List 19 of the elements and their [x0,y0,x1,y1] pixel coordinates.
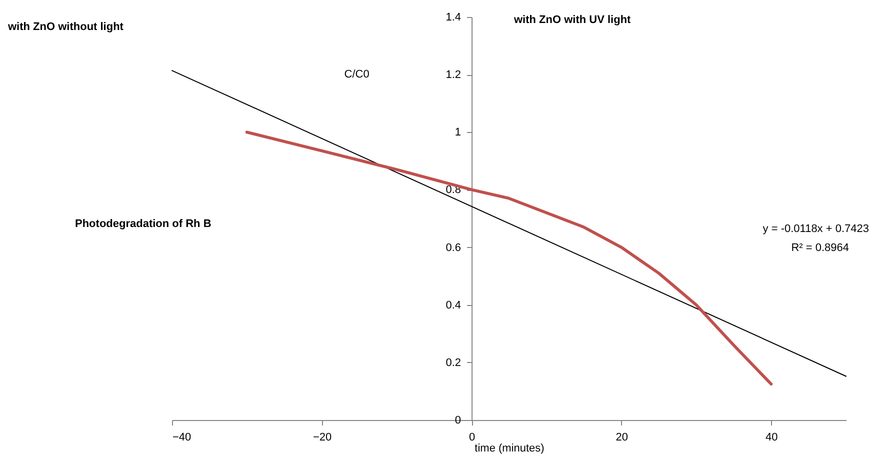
x-axis-title: time (minutes) [474,442,544,454]
x-tick-label: −20 [312,432,332,444]
y-tick-label: 0 [454,414,462,426]
x-tick-label: −40 [172,432,192,444]
annotation: R² = 0.8964 [791,242,849,254]
y-tick-label: 0.6 [446,242,462,254]
y-tick-label: 1 [454,126,462,139]
y-tick-label: 1.2 [446,69,462,82]
y-tick-label: 1.4 [446,12,462,24]
annotation: with ZnO with UV light [513,14,632,26]
x-tick-label: 20 [616,432,628,444]
x-tick-label: 0 [468,432,476,444]
y-tick-label: 0.2 [446,356,462,369]
y-tick-label: 0.4 [446,299,462,312]
annotation: Photodegradation of Rh B [75,218,212,230]
annotation: y = -0.0118x + 0.7423 [762,223,869,235]
text: with ZnO without light [7,21,124,33]
x-tick-label: 40 [765,432,778,444]
y-axis-title: C/C0 [344,68,370,81]
